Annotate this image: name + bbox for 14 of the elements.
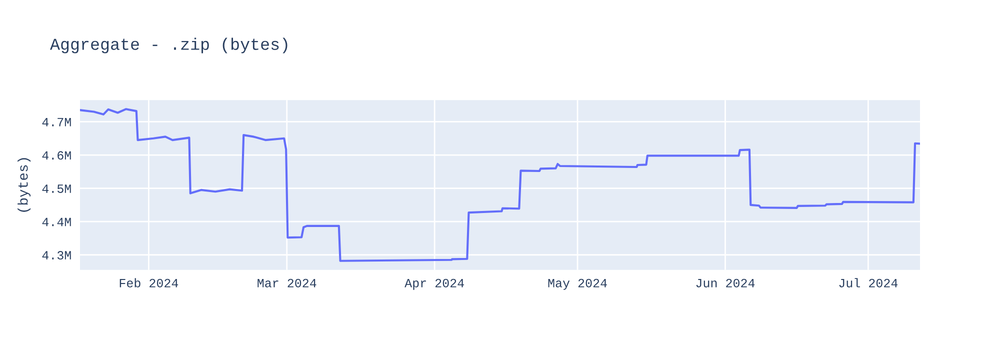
x-tick-label: Mar 2024 — [258, 278, 316, 288]
y-tick-label: 4.3M — [42, 251, 71, 260]
line-series — [80, 108, 920, 262]
y-tick-label: 4.7M — [42, 118, 71, 126]
x-tick-label: Apr 2024 — [404, 278, 464, 290]
y-tick-label: 4.5M — [42, 184, 71, 193]
y-tick-label: 4.4M — [42, 218, 71, 226]
x-tick-label: May 2024 — [548, 278, 607, 290]
y-axis-title: (bytes) — [18, 158, 31, 212]
y-tick-label: 4.6M — [42, 151, 71, 160]
x-tick-label: Feb 2024 — [120, 278, 178, 288]
chart-title: Aggregate - .zip (bytes) — [50, 38, 288, 54]
x-tick-label: Jul 2024 — [839, 278, 898, 288]
x-tick-label: Jun 2024 — [696, 278, 755, 288]
